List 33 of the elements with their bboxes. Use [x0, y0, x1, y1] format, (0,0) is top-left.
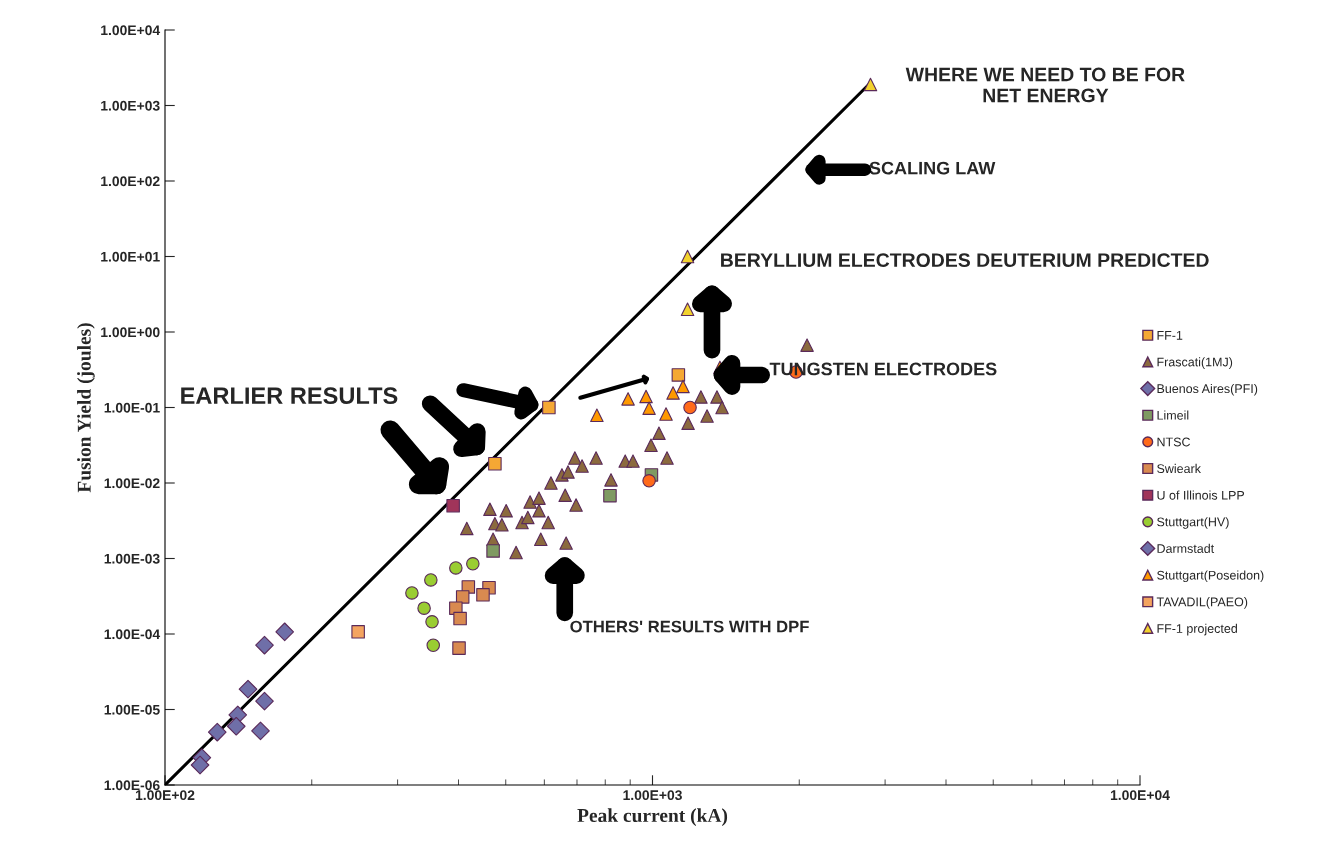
- legend-label: Darmstadt: [1157, 543, 1215, 553]
- legend-label: Stuttgart(Poseidon): [1157, 570, 1264, 583]
- y-tick-label: 1.00E-06: [104, 780, 160, 791]
- y-tick-label: 1.00E+00: [101, 327, 160, 338]
- y-tick-label: 1.00E-03: [104, 553, 160, 564]
- annotation: WHERE WE NEED TO BE FOR NET ENERGY: [905, 67, 1185, 103]
- annotation: BERYLLIUM ELECTRODES DEUTERIUM PREDICTED: [721, 253, 1209, 267]
- x-tick-label: 1.00E+02: [135, 790, 195, 801]
- y-tick-label: 1.00E-04: [104, 629, 161, 640]
- y-axis-title: Fusion Yield (joules): [77, 323, 95, 493]
- annotation: EARLIER RESULTS: [181, 387, 398, 405]
- legend-label: Buenos Aires(PFI): [1157, 383, 1258, 396]
- y-tick-label: 1.00E+03: [101, 100, 160, 111]
- legend-label: Stuttgart(HV): [1157, 517, 1229, 529]
- y-tick-label: 1.00E-02: [104, 478, 160, 489]
- y-tick-label: 1.00E+01: [101, 251, 160, 262]
- legend-label: U of Illinois LPP: [1157, 490, 1245, 500]
- legend-label: Swieark: [1157, 463, 1201, 474]
- legend-label: FF-1: [1157, 331, 1183, 340]
- annotation: SCALING LAW: [869, 161, 996, 175]
- x-tick-label: 1.00E+03: [623, 790, 682, 801]
- y-tick-label: 1.00E-05: [104, 704, 160, 715]
- y-tick-label: 1.00E+02: [101, 176, 160, 187]
- legend-label: NTSC: [1157, 437, 1191, 447]
- x-tick-label: 1.00E+04: [1110, 790, 1170, 801]
- y-tick-label: 1.00E+04: [101, 25, 161, 36]
- annotation: OTHERS' RESULTS WITH DPF: [570, 620, 809, 633]
- legend-label: FF-1 projected: [1157, 623, 1237, 636]
- legend-label: Limeil: [1157, 410, 1189, 420]
- y-tick-label: 1.00E-01: [104, 402, 160, 413]
- x-axis-title: Peak current (kA): [577, 808, 728, 826]
- legend-label: Frascati(1MJ): [1157, 357, 1233, 369]
- legend-label: TAVADIL(PAEO): [1156, 597, 1248, 609]
